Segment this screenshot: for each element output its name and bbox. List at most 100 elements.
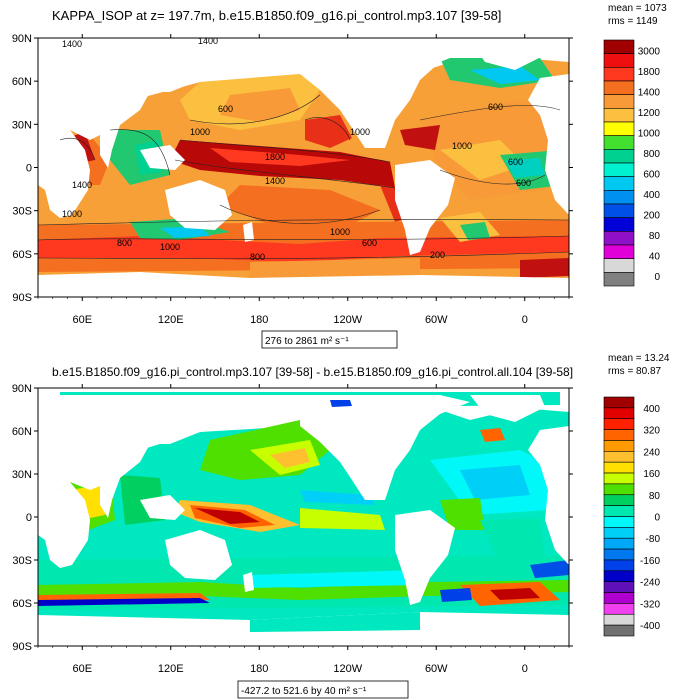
colorbar-swatch: [603, 396, 635, 409]
colorbar-swatch: [603, 149, 635, 164]
colorbar-swatch: [603, 461, 635, 474]
y-tick-label: 60N: [12, 76, 32, 88]
contour-label: 600: [362, 238, 377, 248]
x-tick-label: 120W: [333, 314, 362, 326]
colorbar-swatch: [603, 548, 635, 561]
colorbar-swatch: [603, 176, 635, 191]
colorbar-swatch: [603, 94, 635, 109]
colorbar-swatch: [603, 121, 635, 136]
colorbar-label: 320: [643, 426, 660, 437]
contour-label: 800: [117, 238, 132, 248]
y-tick-label: 90N: [12, 383, 32, 395]
colorbar-swatch: [603, 108, 635, 123]
colorbar-swatch: [603, 272, 635, 287]
contour-label: 1400: [265, 176, 285, 186]
contour-label: 200: [430, 250, 445, 260]
bottom-axes: 90N 60N 30N 0 30S 60S 90S 60E 120E 180 120W 60W 0: [12, 383, 573, 675]
colorbar-swatch: [603, 603, 635, 615]
y-tick-label: 90N: [12, 33, 32, 45]
top-axes: 90N 60N 30N 0 30S 60S 90S 60E 120E 180 120W 60W 0: [12, 33, 573, 326]
y-tick-label: 60S: [12, 249, 32, 261]
colorbar-swatch: [603, 429, 635, 441]
colorbar-swatch: [603, 483, 635, 496]
colorbar-swatch: [603, 162, 635, 177]
colorbar-label: -80: [646, 534, 661, 545]
top-mean: mean = 1073: [608, 3, 667, 14]
top-title: KAPPA_ISOP at z= 197.7m, b.e15.B1850.f09…: [52, 8, 501, 23]
colorbar-swatch: [603, 231, 635, 246]
colorbar-swatch: [603, 190, 635, 205]
colorbar-label: -400: [640, 621, 660, 632]
colorbar-label: 1000: [638, 128, 661, 139]
colorbar-swatch: [603, 53, 635, 68]
contour-label: 1000: [330, 227, 350, 237]
contour-label: 1000: [160, 242, 180, 252]
colorbar-label: 600: [643, 169, 660, 180]
bottom-range-box: [237, 680, 409, 699]
top-rms: rms = 1149: [608, 16, 658, 27]
colorbar-swatch: [603, 418, 635, 430]
x-tick-label: 120W: [333, 663, 362, 675]
colorbar-swatch: [603, 451, 635, 463]
y-tick-label: 30N: [12, 119, 32, 131]
x-tick-label: 60E: [72, 314, 92, 326]
y-tick-label: 30S: [12, 206, 32, 218]
y-tick-label: 60S: [12, 598, 32, 610]
contour-label: 600: [516, 178, 531, 188]
colorbar-label: 40: [649, 251, 661, 262]
colorbar-label: 80: [649, 231, 661, 242]
bottom-range-label: -427.2 to 521.6 by 40 m² s⁻¹: [241, 686, 367, 697]
colorbar-label: 1800: [638, 67, 661, 78]
colorbar-label: 800: [643, 149, 660, 160]
y-tick-label: 30S: [12, 555, 32, 567]
x-tick-label: 120E: [158, 663, 184, 675]
colorbar-label: -240: [640, 578, 660, 589]
colorbar-swatch: [603, 570, 635, 582]
contour-label: 1800: [265, 152, 285, 162]
colorbar-label: 0: [654, 272, 660, 283]
colorbar-swatch: [603, 407, 635, 420]
y-tick-label: 0: [26, 512, 32, 524]
x-tick-label: 60W: [425, 314, 448, 326]
colorbar-label: 200: [643, 210, 660, 221]
colorbar-label: 400: [643, 190, 660, 201]
colorbar-swatch: [603, 559, 635, 572]
contour-label: 600: [218, 104, 233, 114]
bottom-rms: rms = 80.87: [608, 366, 662, 377]
contour-label: 1400: [198, 36, 218, 46]
colorbar-swatch: [603, 516, 635, 528]
colorbar-swatch: [603, 440, 635, 452]
colorbar-swatch: [603, 258, 635, 273]
bottom-map-field: [38, 388, 569, 646]
top-range-box: [261, 330, 398, 349]
colorbar-label: 0: [654, 513, 660, 524]
bottom-title: b.e15.B1850.f09_g16.pi_control.mp3.107 […: [52, 365, 573, 379]
contour-label: 600: [488, 102, 503, 112]
colorbar-swatch: [603, 135, 635, 150]
contour-label: 1400: [72, 180, 92, 190]
contour-label: 1400: [62, 39, 82, 49]
x-tick-label: 120E: [158, 314, 184, 326]
colorbar-swatch: [603, 39, 635, 54]
x-tick-label: 60E: [72, 663, 92, 675]
colorbar-label: 1400: [638, 87, 661, 98]
colorbar-swatch: [603, 624, 635, 637]
colorbar-swatch: [603, 472, 635, 485]
colorbar-label: 1200: [638, 108, 661, 119]
y-tick-label: 90S: [12, 641, 32, 653]
colorbar-swatch: [603, 244, 635, 259]
colorbar-swatch: [603, 613, 635, 626]
colorbar-label: 80: [649, 491, 661, 502]
x-tick-label: 0: [522, 663, 528, 675]
colorbar-label: -320: [640, 599, 660, 610]
top-range-label: 276 to 2861 m² s⁻¹: [265, 336, 349, 347]
contour-label: 1000: [190, 127, 210, 137]
colorbar-swatch: [603, 217, 635, 232]
colorbar-swatch: [603, 527, 635, 539]
contour-label: 1000: [62, 209, 82, 219]
bottom-colorbar: 400 320 240 160 80 0 -80 -160 -240 -320 -400: [603, 396, 661, 637]
bottom-mean: mean = 13.24: [608, 353, 670, 364]
colorbar-label: 400: [643, 404, 660, 415]
